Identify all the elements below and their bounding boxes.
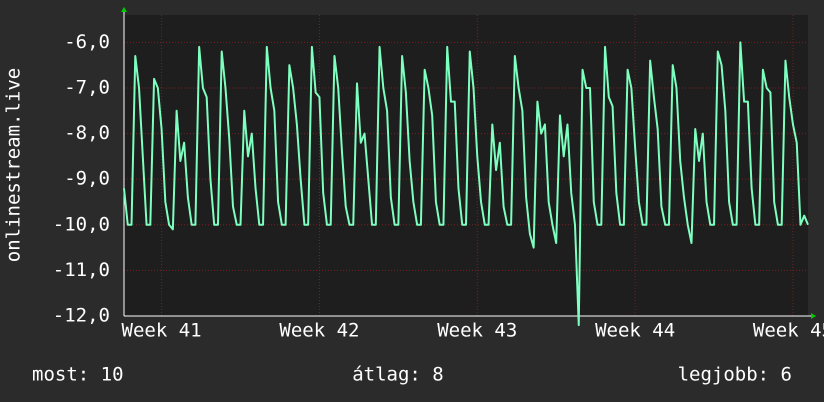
axis-arrow (811, 313, 816, 319)
stat-average: átlag: 8 (352, 364, 444, 386)
y-tick-label: -7,0 (64, 76, 110, 98)
axis-arrow (121, 7, 127, 12)
y-tick-label: -9,0 (64, 168, 110, 190)
y-tick-label: -8,0 (64, 122, 110, 144)
x-tick-label: Week 42 (279, 320, 359, 342)
y-tick-label: -12,0 (53, 305, 110, 327)
x-tick-label: Week 43 (437, 320, 517, 342)
x-tick-label: Week 44 (595, 320, 675, 342)
stat-current: most: 10 (32, 364, 124, 386)
y-tick-label: -6,0 (64, 31, 110, 53)
stat-best: legjobb: 6 (678, 364, 792, 386)
data-line (123, 41, 809, 327)
x-tick-label: Week 41 (122, 320, 202, 342)
y-axis-label: onlinestream.live (3, 68, 25, 262)
y-tick-label: -11,0 (53, 259, 110, 281)
y-tick-label: -10,0 (53, 213, 110, 235)
x-tick-label: Week 45 (753, 320, 824, 342)
